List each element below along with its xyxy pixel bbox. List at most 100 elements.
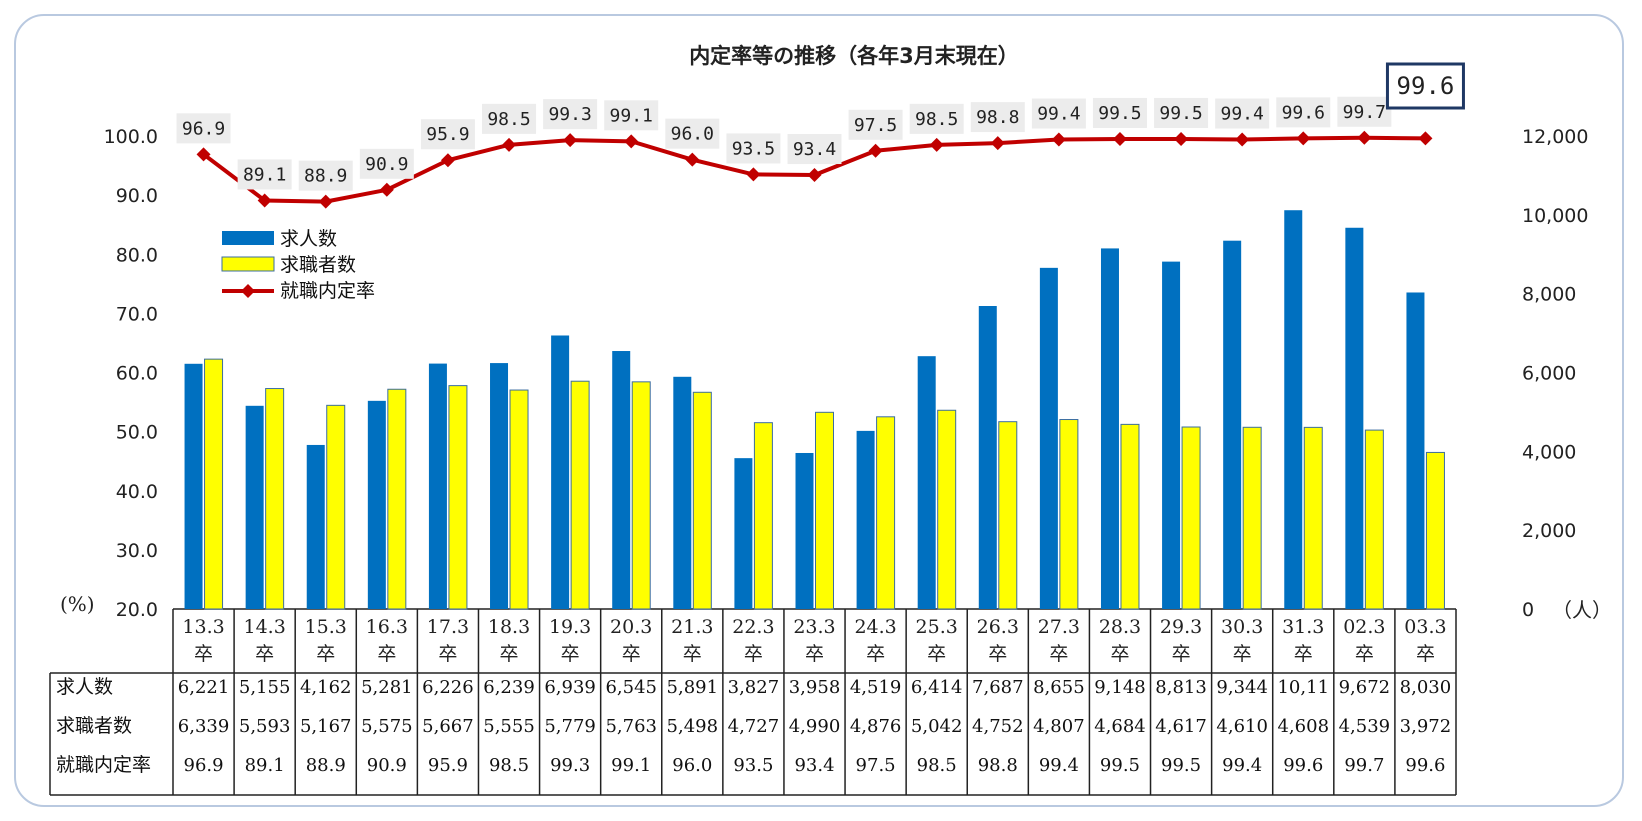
data-label: 96.9 [182,118,225,139]
x-category-label: 15.3 [305,616,347,638]
y-right-tick-label: 6,000 [1522,363,1576,385]
data-label: 93.5 [732,138,775,159]
table-cell: 4,617 [1155,716,1207,737]
highlight-label-box [1385,62,1465,110]
table-cell: 99.4 [1039,755,1079,776]
x-category-label: 21.3 [671,616,713,638]
x-category-label: 卒 [866,643,885,665]
x-category-label: 13.3 [182,616,224,638]
x-category-label: 卒 [316,643,335,665]
table-cell: 8,813 [1155,677,1207,698]
table-cell: 99.5 [1161,755,1201,776]
table-cell: 93.5 [733,755,773,776]
bar-job-seekers [753,422,773,610]
table-cell: 88.9 [306,755,346,776]
table-cell: 4,807 [1033,716,1085,737]
bar-job-seekers [692,391,712,610]
bar-job-seekers [1181,426,1201,610]
x-category-label: 31.3 [1282,616,1324,638]
x-category-label: 02.3 [1343,616,1385,638]
x-category-label: 17.3 [427,616,469,638]
x-category-label: 卒 [438,643,457,665]
bar-job-seekers [1303,426,1323,610]
table-cell: 9,148 [1094,677,1146,698]
table-cell: 89.1 [245,755,285,776]
data-label: 98.5 [915,109,958,130]
table-row-label: 就職内定率 [56,754,151,776]
x-category-label: 19.3 [549,616,591,638]
y-left-tick-label: 100.0 [104,126,158,148]
table-cell: 5,593 [239,716,291,737]
y-right-tick-label: 10,000 [1522,205,1588,227]
table-row-label: 求職者数 [56,715,132,737]
y-left-tick-label: 60.0 [116,363,158,385]
table-cell: 9,344 [1216,677,1268,698]
table-cell: 5,667 [422,716,474,737]
x-category-label: 25.3 [916,616,958,638]
data-label-box [237,159,292,190]
line-marker [685,152,700,167]
line-marker [502,137,517,152]
data-label: 97.5 [854,115,897,136]
y-right-tick-label: 8,000 [1522,284,1576,306]
line-marker [1174,131,1189,146]
data-label-box [482,103,537,134]
data-label-box [604,100,659,131]
x-category-label: 23.3 [793,616,835,638]
table-cell: 93.4 [794,755,834,776]
x-category-label: 30.3 [1221,616,1263,638]
y-left-tick-label: 70.0 [116,303,158,325]
table-cell: 99.1 [611,755,651,776]
table-cell: 4,752 [972,716,1024,737]
bar-job-openings [1039,267,1058,609]
bar-job-openings [917,356,936,609]
table-cell: 3,827 [728,677,780,698]
line-marker [624,134,639,149]
table-cell: 7,687 [972,677,1024,698]
bar-job-seekers [387,388,407,610]
bar-job-seekers [631,381,651,610]
table-cell: 6,414 [911,677,963,698]
data-label-box [1092,97,1147,128]
bar-job-openings [673,376,692,609]
table-row-label: 求人数 [56,676,113,698]
data-label: 99.4 [1220,104,1263,125]
table-cell: 5,042 [911,716,963,737]
x-category-label: 卒 [988,643,1007,665]
table-cell: 9,672 [1339,677,1391,698]
table-cell: 90.9 [367,755,407,776]
bar-job-seekers [1120,423,1140,610]
table-cell: 4,876 [850,716,902,737]
x-category-label: 卒 [500,643,519,665]
y-left-tick-label: 20.0 [116,599,158,621]
x-category-label: 卒 [1049,643,1068,665]
table-cell: 3,958 [789,677,841,698]
line-marker [1112,131,1127,146]
data-label: 99.5 [1098,103,1141,124]
line-marker [1296,131,1311,146]
table-cell: 98.8 [978,755,1018,776]
x-category-label: 卒 [377,643,396,665]
y-right-tick-label: 4,000 [1522,441,1576,463]
y-left-tick-label: 30.0 [116,540,158,562]
line-marker [746,167,761,182]
line-marker [1235,132,1250,147]
y-left-unit: (%) [60,592,95,616]
bar-job-openings [795,452,814,609]
legend-swatch-job-openings [222,231,274,245]
line-marker [929,137,944,152]
bar-job-openings [856,430,875,609]
bar-job-openings [1284,210,1303,609]
x-category-label: 28.3 [1099,616,1141,638]
table-cell: 8,655 [1033,677,1085,698]
table-cell: 99.5 [1100,755,1140,776]
bar-job-openings [978,306,997,609]
data-label-box [1215,98,1270,129]
x-category-label: 卒 [1416,643,1435,665]
bar-job-seekers [937,409,957,610]
data-label: 88.9 [304,166,347,187]
legend-label: 求職者数 [280,254,356,276]
chart-title: 内定率等の推移（各年3月末現在） [689,44,1019,68]
x-category-label: 卒 [622,643,641,665]
